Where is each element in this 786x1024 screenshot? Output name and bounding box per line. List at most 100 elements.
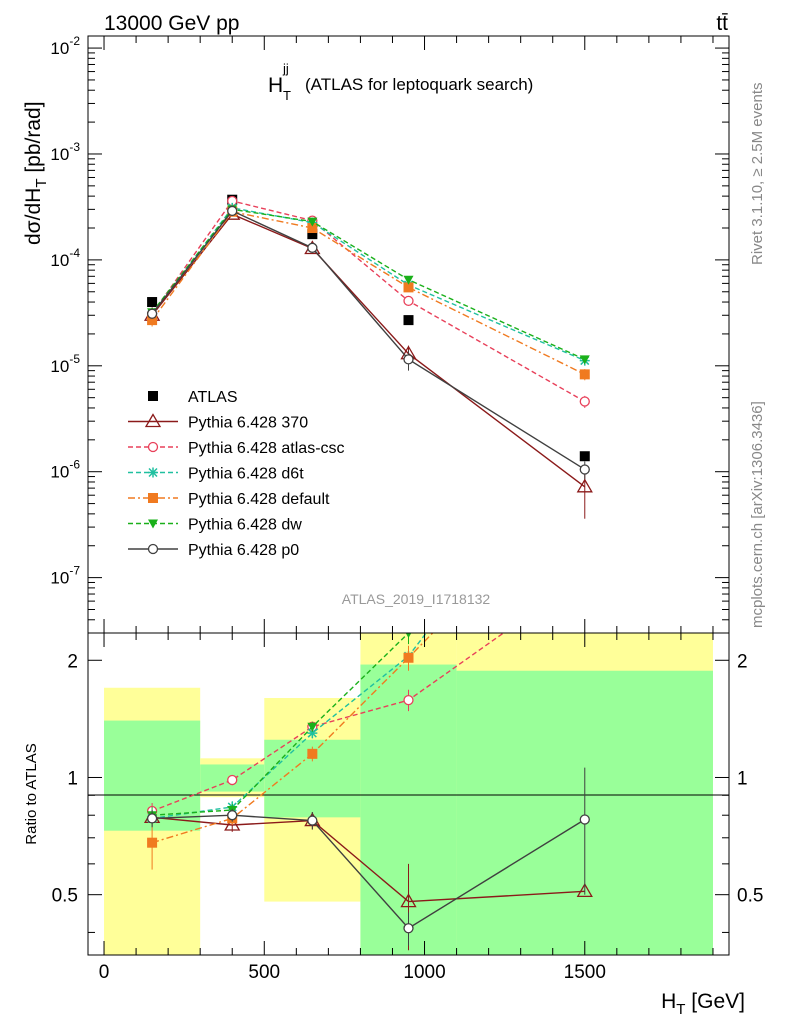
ratio-y-tick-label: 1 — [67, 768, 78, 789]
legend-label: Pythia 6.428 dw — [188, 517, 302, 534]
legend-entry: Pythia 6.428 dw — [128, 517, 302, 534]
legend-label: Pythia 6.428 default — [188, 491, 330, 508]
data-point — [403, 275, 414, 285]
xlabel-main: H — [661, 990, 676, 1013]
ylabel-rest: [pb/rad] — [22, 101, 45, 178]
analysis-id: ATLAS_2019_I1718132 — [342, 591, 491, 607]
ratio-point — [307, 815, 318, 826]
x-tick-label: 1000 — [403, 962, 445, 983]
ratio-point — [400, 893, 417, 908]
legend-marker — [148, 493, 158, 503]
data-point — [147, 315, 158, 326]
legend-label: Pythia 6.428 atlas-csc — [188, 440, 345, 457]
y-tick-label: 10-6 — [50, 458, 80, 482]
series-2 — [146, 195, 590, 408]
data-point — [579, 355, 590, 365]
ratio-ylabel: Ratio to ATLAS — [23, 743, 40, 844]
data-point — [307, 229, 318, 240]
ratio-panel: 0.5 0.5 1 1 2 2 0 500 1000 1500 Ratio to ATLAS HT… — [23, 418, 763, 1018]
legend-entry: ATLAS — [148, 389, 238, 406]
xlabel-sub: T — [676, 1001, 685, 1018]
series-6 — [146, 205, 590, 480]
legend-entry: Pythia 6.428 default — [128, 491, 330, 508]
ratio-bands — [104, 633, 713, 955]
ratio-point — [147, 837, 158, 848]
header-right: tt̄ — [716, 12, 728, 35]
ratio-y-tick-label-right: 0.5 — [737, 886, 763, 907]
data-point — [307, 223, 318, 234]
ratio-point — [580, 418, 590, 427]
data-point — [403, 295, 414, 307]
legend-label: ATLAS — [188, 389, 238, 406]
ratio-point — [307, 722, 318, 732]
ratio-point — [580, 421, 590, 431]
legend-marker — [147, 543, 159, 555]
legend-marker — [148, 391, 158, 401]
x-tick-label: 500 — [248, 962, 280, 983]
data-point — [227, 205, 238, 217]
main-panel: 10-7 10-6 10-5 10-4 10-3 10-2 H jj T (ATLAS f… — [22, 34, 730, 634]
legend-entry: Pythia 6.428 atlas-csc — [128, 440, 345, 457]
header-left: 13000 GeV pp — [104, 12, 239, 35]
ratio-point — [307, 748, 318, 759]
data-point — [579, 396, 590, 407]
main-title: H jj T (ATLAS for leptoquark search) — [268, 61, 533, 103]
ratio-frame — [87, 632, 730, 956]
title-sup: jj — [282, 61, 289, 76]
ratio-point — [307, 728, 318, 739]
ratio-y-tick-label: 2 — [67, 651, 78, 672]
data-point — [403, 354, 414, 365]
ratio-point — [403, 923, 414, 934]
ratio-point — [403, 694, 414, 706]
series-5 — [147, 205, 590, 365]
y-tick-label: 10-2 — [50, 34, 80, 58]
xlabel-rest: [GeV] — [685, 990, 745, 1013]
y-tick-label: 10-4 — [50, 246, 80, 270]
ratio-xlabel: HT [GeV] — [661, 990, 745, 1018]
ratio-point — [405, 633, 412, 638]
legend: ATLAS Pythia 6.428 370 Pythia 6.428 atlas-… — [128, 389, 345, 559]
data-point — [147, 297, 158, 308]
data-point — [579, 451, 590, 462]
legend-label: Pythia 6.428 370 — [188, 415, 308, 432]
ratio-y-tick-label-right: 2 — [737, 651, 748, 672]
ratio-line — [151, 633, 505, 812]
data-point — [307, 217, 318, 227]
ratio-point — [146, 813, 158, 824]
main-ticks: 10-7 10-6 10-5 10-4 10-3 10-2 — [50, 34, 729, 634]
data-point — [307, 242, 318, 253]
main-ylabel: dσ/dHT [pb/rad] — [22, 101, 50, 245]
legend-marker — [148, 519, 158, 529]
legend-marker — [148, 467, 158, 478]
ratio-point — [227, 774, 238, 786]
x-tick-label: 1500 — [564, 962, 606, 983]
y-tick-label: 10-5 — [50, 352, 80, 376]
title-sub: T — [283, 88, 291, 103]
legend-label: Pythia 6.428 d6t — [188, 466, 304, 483]
y-tick-label: 10-3 — [50, 140, 80, 164]
y-tick-label: 10-7 — [50, 564, 80, 588]
data-point — [579, 464, 590, 475]
title-main: H — [268, 74, 283, 97]
ratio-series — [143, 418, 593, 951]
series-line — [151, 207, 586, 362]
main-series — [143, 194, 593, 519]
svg-text:HT [GeV]: HT [GeV] — [661, 990, 745, 1018]
ratio-point — [579, 814, 590, 825]
legend-entry: Pythia 6.428 d6t — [128, 466, 304, 483]
data-point — [146, 308, 158, 319]
ratio-ticks: 0.5 0.5 1 1 2 2 0 500 1000 1500 — [52, 633, 763, 983]
x-tick-label: 0 — [99, 962, 110, 983]
ratio-series-5 — [146, 767, 590, 946]
data-point — [576, 478, 593, 493]
legend-entry: Pythia 6.428 p0 — [128, 542, 299, 559]
title-rest: (ATLAS for leptoquark search) — [305, 75, 533, 94]
ratio-point — [227, 810, 238, 821]
main-frame — [87, 35, 730, 634]
data-point — [403, 315, 414, 326]
data-point — [579, 369, 590, 380]
ratio-y-tick-label: 0.5 — [52, 886, 78, 907]
legend-marker — [144, 413, 162, 428]
series-line — [151, 210, 586, 375]
